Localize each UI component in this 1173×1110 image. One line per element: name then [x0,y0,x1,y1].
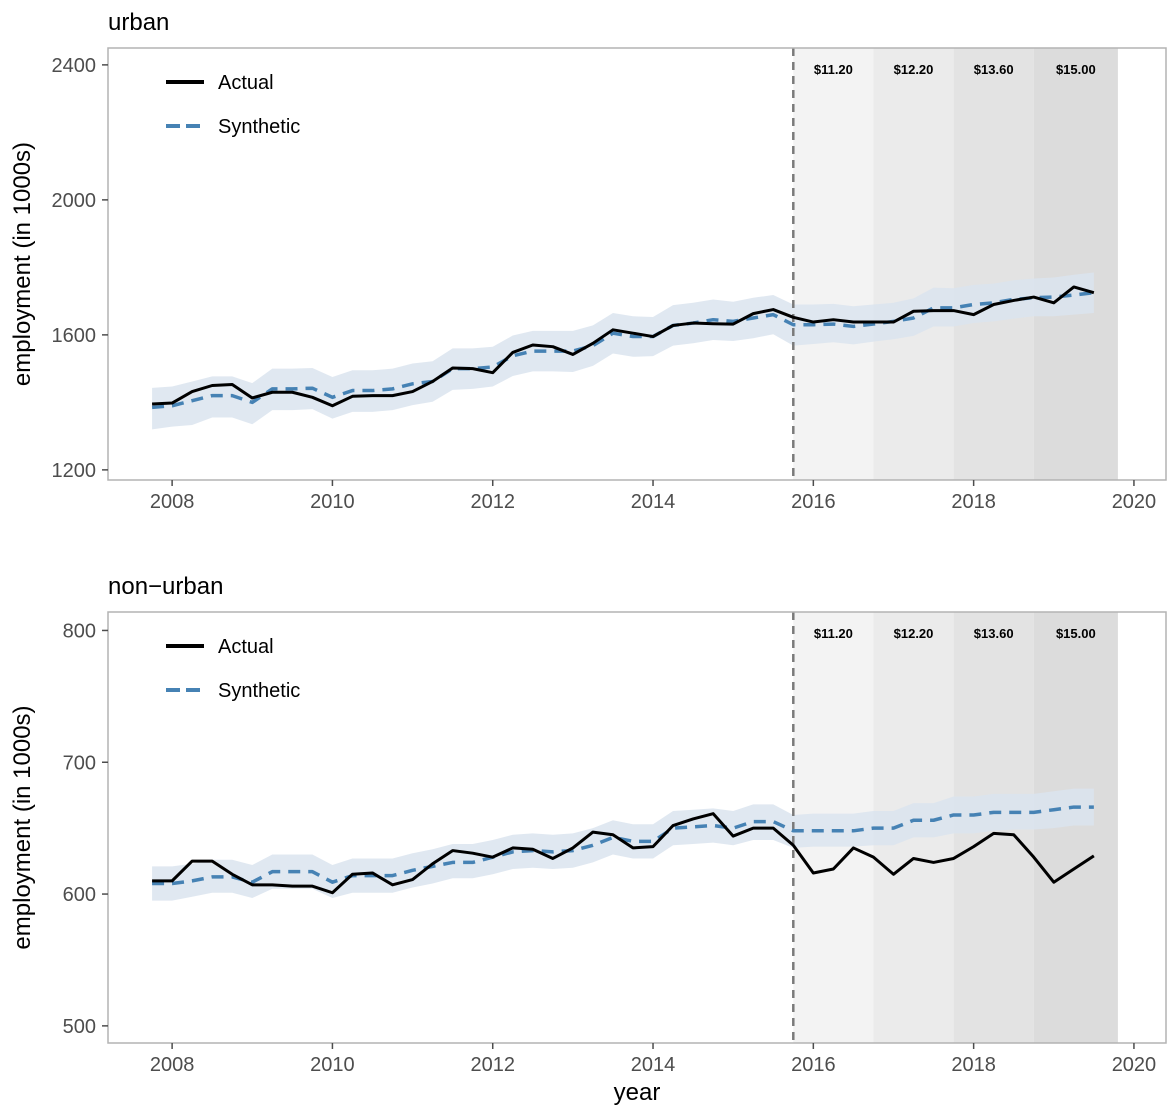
wage-period-shade [1033,48,1118,480]
legend-label: Actual [218,72,274,94]
wage-label: $15.00 [1056,626,1096,641]
x-tick-label: 2012 [470,1054,515,1076]
wage-label: $11.20 [814,62,853,77]
wage-label: $15.00 [1056,62,1096,77]
x-tick-label: 2014 [631,491,676,513]
wage-label: $12.20 [894,62,934,77]
legend-label: Actual [218,636,274,658]
x-tick-label: 2010 [310,491,355,513]
y-tick-label: 700 [63,752,96,774]
panel-title: urban [108,9,169,36]
x-tick-label: 2008 [150,491,195,513]
y-tick-label: 800 [63,620,96,642]
synthetic-confidence-band [152,788,1094,901]
x-tick-label: 2010 [310,1054,355,1076]
x-tick-label: 2016 [791,491,836,513]
x-tick-label: 2012 [470,491,515,513]
x-tick-label: 2018 [951,491,996,513]
y-axis-title: employment (in 1000s) [9,142,36,386]
y-axis-title: employment (in 1000s) [9,705,36,949]
wage-period-shade [873,48,954,480]
synthetic-series-line [152,805,1094,886]
wage-label: $12.20 [894,626,934,641]
non-urban-panel: non−urban $11.20 $12.20 $13.60 $15.00 500 600 7… [9,573,1167,1076]
actual-series-line [152,285,1095,408]
x-tick-label: 2014 [631,1054,676,1076]
x-tick-label: 2020 [1112,1054,1157,1076]
y-tick-label: 1600 [52,325,97,347]
panel-title: non−urban [108,573,223,600]
x-tick-label: 2008 [150,1054,195,1076]
y-tick-label: 500 [63,1016,96,1038]
x-axis-title: year [614,1079,661,1106]
urban-panel: urban $11.20 $12.20 $13.60 $15.00 1200 1600 200… [9,9,1167,513]
x-tick-label: 2018 [951,1054,996,1076]
actual-series-line [152,812,1095,895]
panel-border [107,611,1167,1044]
panel-border [107,47,1167,481]
synthetic-series-line [151,290,1095,410]
y-tick-label: 600 [63,884,96,906]
wage-period-shade [953,48,1034,480]
y-tick-label: 1200 [52,460,97,482]
legend-label: Synthetic [218,116,300,138]
x-tick-label: 2020 [1112,491,1157,513]
legend-label: Synthetic [218,680,300,702]
wage-label: $11.20 [814,626,853,641]
wage-period-shade [793,48,874,480]
x-tick-label: 2016 [791,1054,836,1076]
y-tick-label: 2400 [52,55,97,77]
y-tick-label: 2000 [52,190,97,212]
wage-label: $13.60 [974,62,1014,77]
wage-label: $13.60 [974,626,1014,641]
